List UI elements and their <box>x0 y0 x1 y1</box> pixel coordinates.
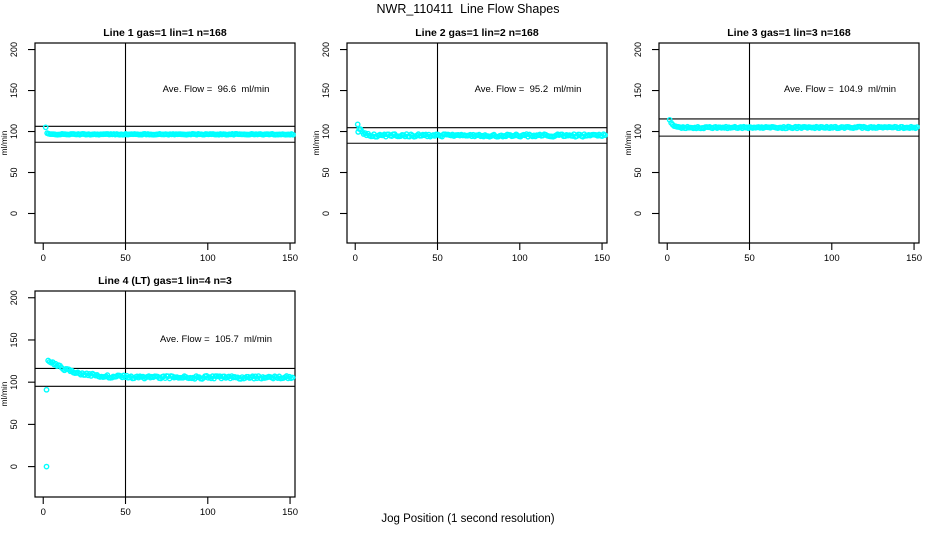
data-point <box>914 124 920 131</box>
data-point <box>289 374 296 381</box>
y-tick-label: 0 <box>9 211 19 216</box>
y-tick-label: 50 <box>633 168 643 178</box>
x-tick-label: 50 <box>120 253 131 264</box>
data-point <box>602 132 608 139</box>
y-tick-label: 200 <box>9 290 19 305</box>
data-point <box>42 124 49 131</box>
x-tick-label: 150 <box>282 253 298 264</box>
x-tick-label: 50 <box>432 253 443 264</box>
ave-flow-annotation-line-3: Ave. Flow = 104.9 ml/min <box>783 84 897 95</box>
y-axis-unit-label: ml/min <box>0 381 9 406</box>
data-point <box>43 386 50 393</box>
y-tick-label: 150 <box>321 83 331 98</box>
x-tick-label: 0 <box>41 507 46 518</box>
plot-box <box>34 290 296 498</box>
subplot-canvas-3: 0 50 100 150 200 0 50 100 150 ml/min <box>623 42 922 264</box>
y-tick-label: 200 <box>633 42 643 57</box>
y-axis-unit-label: ml/min <box>311 130 321 155</box>
y-tick-label: 0 <box>321 211 331 216</box>
subplot-canvas-2: 0 50 100 150 200 0 50 100 150 ml/min <box>311 42 610 264</box>
y-tick-label: 0 <box>9 464 19 469</box>
x-tick-label: 0 <box>665 253 670 264</box>
data-point <box>290 131 296 138</box>
x-tick-label: 100 <box>512 253 528 264</box>
x-tick-label: 100 <box>200 507 216 518</box>
x-axis-label: Jog Position (1 second resolution) <box>381 513 555 525</box>
x-tick-label: 50 <box>120 507 131 518</box>
x-tick-label: 0 <box>41 253 46 264</box>
x-tick-label: 150 <box>594 253 610 264</box>
y-tick-label: 200 <box>9 42 19 57</box>
y-tick-label: 50 <box>9 419 19 429</box>
x-tick-label: 100 <box>200 253 216 264</box>
y-tick-label: 100 <box>321 124 331 139</box>
y-tick-label: 100 <box>633 124 643 139</box>
y-axis-unit-label: ml/min <box>623 130 633 155</box>
x-tick-label: 50 <box>744 253 755 264</box>
ave-flow-annotation-line-2: Ave. Flow = 95.2 ml/min <box>474 84 582 95</box>
plot-box <box>658 42 920 244</box>
plot-box <box>34 42 296 244</box>
y-tick-label: 0 <box>633 211 643 216</box>
subplot-canvas-4: 0 50 100 150 200 0 50 100 150 ml/min <box>0 290 298 518</box>
x-tick-label: 150 <box>906 253 922 264</box>
y-axis-unit-label: ml/min <box>0 130 9 155</box>
y-tick-label: 50 <box>321 168 331 178</box>
ave-flow-annotation-line-4: Ave. Flow = 105.7 ml/min <box>159 334 273 345</box>
x-tick-label: 150 <box>282 507 298 518</box>
subplot-canvas-1: 0 50 100 150 200 0 50 100 150 ml/min <box>0 42 298 264</box>
y-tick-label: 100 <box>9 124 19 139</box>
data-point <box>43 463 50 470</box>
subplot-title-line-2: Line 2 gas=1 lin=2 n=168 <box>415 27 539 39</box>
y-tick-label: 150 <box>9 332 19 347</box>
subplot-title-line-3: Line 3 gas=1 lin=3 n=168 <box>727 27 851 39</box>
x-tick-label: 100 <box>824 253 840 264</box>
data-point <box>354 121 361 128</box>
x-tick-label: 0 <box>353 253 358 264</box>
y-tick-label: 100 <box>9 375 19 390</box>
y-tick-label: 150 <box>9 83 19 98</box>
y-tick-label: 150 <box>633 83 643 98</box>
figure-title: NWR_110411 Line Flow Shapes <box>376 2 560 16</box>
y-tick-label: 200 <box>321 42 331 57</box>
subplot-title-line-4: Line 4 (LT) gas=1 lin=4 n=3 <box>98 275 232 287</box>
y-tick-label: 50 <box>9 168 19 178</box>
subplot-title-line-1: Line 1 gas=1 lin=1 n=168 <box>103 27 227 39</box>
ave-flow-annotation-line-1: Ave. Flow = 96.6 ml/min <box>162 84 270 95</box>
